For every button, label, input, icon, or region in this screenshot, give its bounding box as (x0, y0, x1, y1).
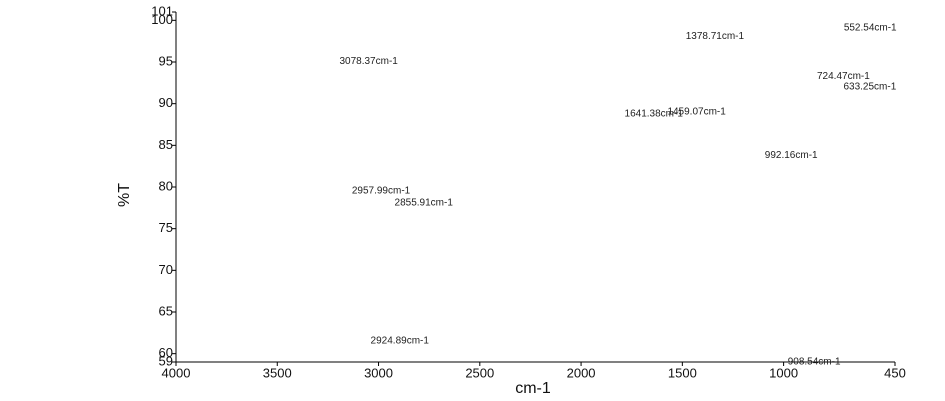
peak-label: 908.54cm-1 (788, 356, 841, 367)
peak-label: 3078.37cm-1 (339, 56, 398, 67)
peak-label: 1459.07cm-1 (667, 106, 726, 117)
x-tick-label: 450 (884, 365, 906, 380)
y-tick-label: 60 (159, 345, 173, 360)
y-tick-label: 90 (159, 95, 173, 110)
x-tick-label: 4000 (162, 365, 191, 380)
y-tick-label: 59 (159, 353, 173, 368)
x-tick-label: 3500 (263, 365, 292, 380)
peak-label: 2924.89cm-1 (371, 335, 430, 346)
x-tick-label: 1500 (668, 365, 697, 380)
x-tick-label: 3000 (364, 365, 393, 380)
peak-label: 633.25cm-1 (843, 81, 896, 92)
peak-label: 1641.38cm-1 (625, 108, 684, 119)
x-tick-label: 1000 (769, 365, 798, 380)
y-tick-label: 65 (159, 303, 173, 318)
y-tick-label: 70 (159, 262, 173, 277)
x-axis-title: cm-1 (515, 380, 551, 397)
y-tick-label: 100 (151, 12, 173, 27)
y-tick-label: 101 (151, 3, 173, 18)
y-tick-label: 75 (159, 220, 173, 235)
peak-label: 1378.71cm-1 (686, 31, 745, 42)
y-tick-label: 85 (159, 137, 173, 152)
peak-label: 552.54cm-1 (844, 22, 897, 33)
peak-label: 2855.91cm-1 (395, 197, 454, 208)
y-tick-label: 80 (159, 178, 173, 193)
peak-label: 992.16cm-1 (765, 150, 818, 161)
peak-label: 724.47cm-1 (817, 71, 870, 82)
y-tick-label: 95 (159, 53, 173, 68)
x-tick-label: 2000 (567, 365, 596, 380)
x-tick-label: 2500 (465, 365, 494, 380)
y-axis-title: %T (116, 183, 133, 207)
peak-label: 2957.99cm-1 (352, 185, 411, 196)
